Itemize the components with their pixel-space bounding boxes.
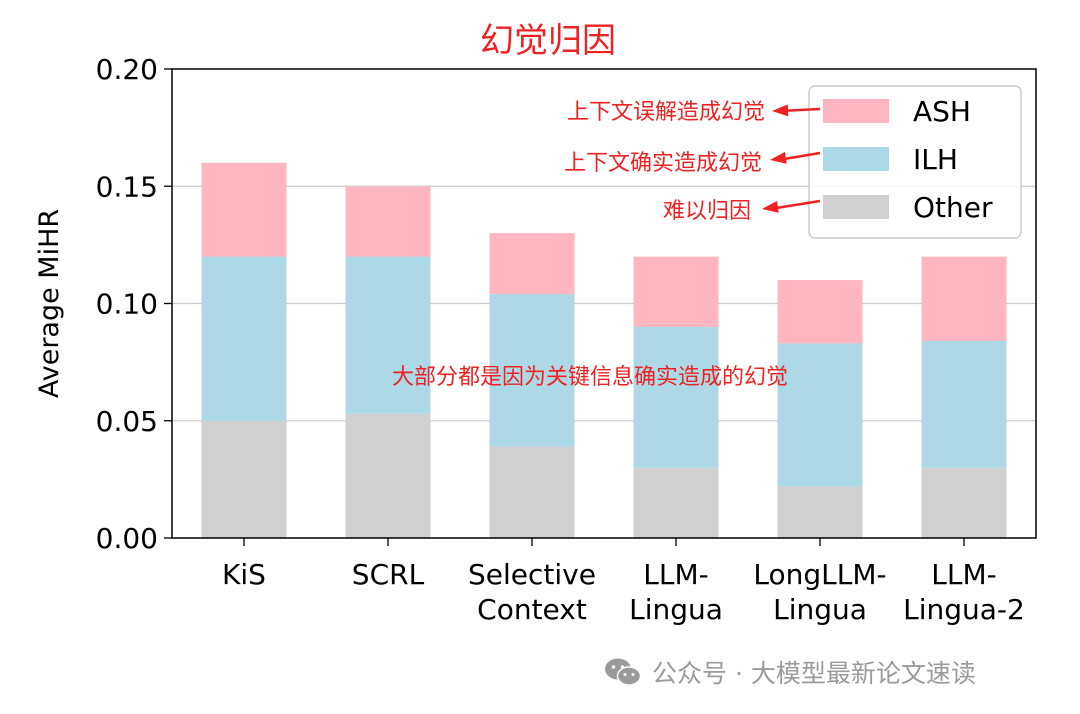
annotation-other: 难以归因 (663, 199, 751, 224)
legend-swatch-ash (823, 99, 889, 123)
x-tick-label: Lingua (773, 593, 867, 626)
x-tick-label: SCRL (352, 558, 425, 591)
y-tick-label: 0.15 (96, 170, 158, 203)
x-tick-label: LLM- (643, 558, 708, 591)
x-tick-label: Context (477, 593, 587, 626)
annotation-arrowhead-other (762, 200, 779, 213)
watermark: 公众号 · 大模型最新论文速读 (604, 652, 976, 692)
bar-ash (201, 162, 287, 257)
x-tick-label: Lingua (629, 593, 723, 626)
bar-other (489, 446, 575, 538)
bar-ash (633, 256, 719, 327)
bar-other (201, 420, 287, 538)
y-tick-label: 0.20 (96, 53, 158, 86)
y-tick-label: 0.10 (96, 288, 158, 321)
bar-other (345, 413, 431, 538)
legend-label-ilh: ILH (913, 143, 958, 176)
bar-ilh (777, 343, 863, 487)
bar-ilh (633, 326, 719, 468)
bar-ilh (201, 256, 287, 421)
annotation-ash: 上下文误解造成幻觉 (567, 100, 765, 125)
x-tick-label: KiS (222, 558, 266, 591)
legend-label-ash: ASH (913, 95, 971, 128)
annotation-main: 大部分都是因为关键信息确实造成的幻觉 (392, 365, 788, 390)
x-tick-label: LongLLM- (753, 558, 886, 591)
bar-ilh (489, 294, 575, 447)
y-axis-label: Average MiHR (34, 209, 65, 398)
x-tick-label: LLM- (931, 558, 996, 591)
bar-other (921, 467, 1007, 538)
bar-ash (345, 186, 431, 257)
watermark-text: 公众号 · 大模型最新论文速读 (652, 659, 976, 688)
bar-ilh (921, 341, 1007, 468)
bar-ash (489, 233, 575, 295)
annotation-ilh: 上下文确实造成幻觉 (564, 151, 762, 176)
legend-label-other: Other (913, 191, 993, 224)
bar-other (777, 486, 863, 538)
chart-title: 幻觉归因 (480, 21, 616, 61)
y-tick-label: 0.00 (96, 522, 158, 555)
legend-swatch-other (823, 195, 889, 219)
plot-frame (171, 68, 1037, 539)
annotation-arrowhead-ilh (770, 151, 787, 164)
x-tick-label: Selective (468, 558, 596, 591)
annotation-arrowhead-ash (772, 104, 789, 117)
wechat-icon (605, 658, 642, 686)
x-tick-label: Lingua-2 (903, 593, 1025, 626)
bar-ilh (345, 256, 431, 414)
bar-ash (921, 256, 1007, 342)
bar-other (633, 467, 719, 538)
bar-ash (777, 280, 863, 344)
annotation-arrow-other (769, 199, 821, 211)
legend-swatch-ilh (823, 147, 889, 171)
y-tick-label: 0.05 (96, 405, 158, 438)
